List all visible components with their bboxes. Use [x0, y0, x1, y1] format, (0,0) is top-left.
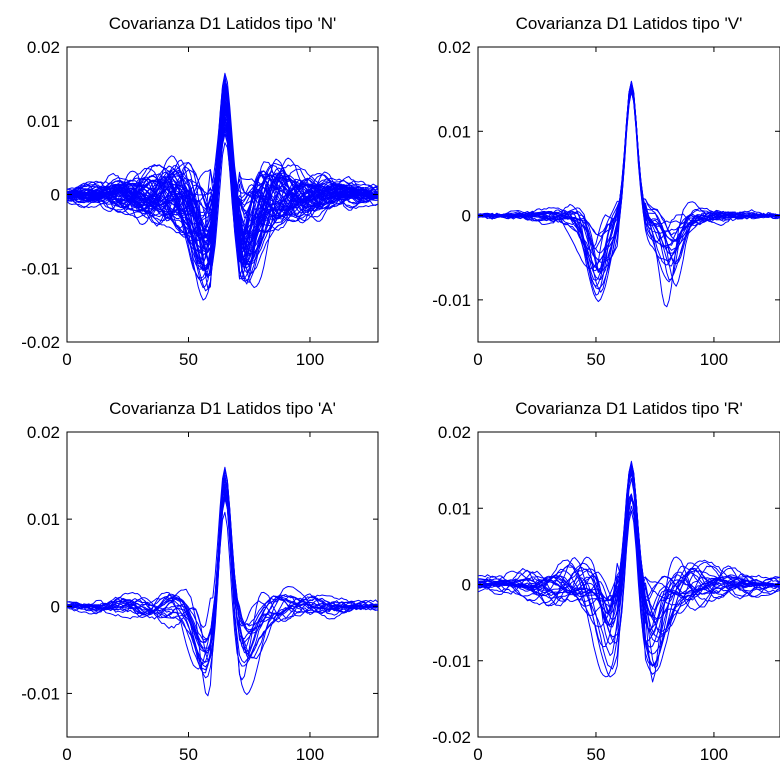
x-tick-label: 100 — [700, 350, 728, 369]
series-line — [67, 75, 378, 269]
y-tick-label: -0.01 — [21, 259, 60, 278]
y-tick-label: 0 — [51, 597, 60, 616]
y-tick-label: 0.01 — [27, 112, 60, 131]
subplot-r: Covarianza D1 Latidos tipo 'R' 0 50 100 -0.… — [432, 399, 780, 764]
subplot-v: Covarianza D1 Latidos tipo 'V' 0 50 100 -0.… — [432, 14, 780, 369]
y-tick-label: 0.02 — [27, 38, 60, 57]
x-tick-label: 0 — [473, 350, 482, 369]
axes: 0 50 100 -0.02 -0.01 0 0.01 0.02 — [432, 423, 780, 764]
y-tick-label: 0.02 — [438, 38, 471, 57]
traces — [478, 460, 780, 683]
axes: 0 50 100 -0.01 0 0.01 0.02 — [21, 423, 378, 764]
y-tick-label: 0 — [51, 186, 60, 205]
x-tick-label: 0 — [473, 745, 482, 764]
series-line — [67, 142, 378, 277]
subplot-n: Covarianza D1 Latidos tipo 'N' 0 50 100 -0.… — [21, 14, 379, 369]
y-tick-label: -0.02 — [432, 728, 471, 747]
series-line — [478, 494, 780, 644]
y-tick-label: 0.02 — [438, 423, 471, 442]
axes: 0 50 100 -0.02 -0.01 0 0.01 0.02 — [21, 38, 378, 369]
subplot-a: Covarianza D1 Latidos tipo 'A' 0 50 100 -0.… — [21, 399, 379, 764]
series-line — [478, 85, 780, 254]
y-tick-label: 0.02 — [27, 423, 60, 442]
subplot-title: Covarianza D1 Latidos tipo 'N' — [109, 14, 337, 33]
x-tick-label: 100 — [296, 350, 324, 369]
x-tick-label: 50 — [179, 745, 198, 764]
y-tick-label: -0.01 — [432, 291, 471, 310]
x-tick-label: 50 — [587, 350, 606, 369]
axes: 0 50 100 -0.01 0 0.01 0.02 — [432, 38, 780, 369]
y-tick-label: 0.01 — [27, 510, 60, 529]
y-tick-label: -0.01 — [432, 652, 471, 671]
series-line — [67, 87, 378, 246]
y-tick-label: -0.02 — [21, 333, 60, 352]
series-line — [478, 462, 780, 669]
series-line — [67, 466, 378, 661]
subplot-title: Covarianza D1 Latidos tipo 'A' — [109, 399, 336, 418]
x-tick-label: 0 — [62, 745, 71, 764]
x-tick-label: 50 — [587, 745, 606, 764]
series-line — [67, 94, 378, 267]
series-line — [67, 117, 378, 256]
subplot-title: Covarianza D1 Latidos tipo 'V' — [516, 14, 743, 33]
subplot-title: Covarianza D1 Latidos tipo 'R' — [515, 399, 743, 418]
x-tick-label: 50 — [179, 350, 198, 369]
y-tick-label: 0.01 — [438, 499, 471, 518]
series-line — [67, 470, 378, 661]
traces — [67, 466, 378, 697]
series-line — [478, 80, 780, 308]
x-tick-label: 100 — [296, 745, 324, 764]
y-tick-label: 0.01 — [438, 122, 471, 141]
traces — [67, 72, 378, 301]
x-tick-label: 0 — [62, 350, 71, 369]
x-tick-label: 100 — [700, 745, 728, 764]
series-line — [67, 489, 378, 654]
y-tick-label: -0.01 — [21, 684, 60, 703]
y-tick-label: 0 — [462, 576, 471, 595]
y-tick-label: 0 — [462, 207, 471, 226]
traces — [478, 80, 780, 308]
series-line — [67, 480, 378, 641]
